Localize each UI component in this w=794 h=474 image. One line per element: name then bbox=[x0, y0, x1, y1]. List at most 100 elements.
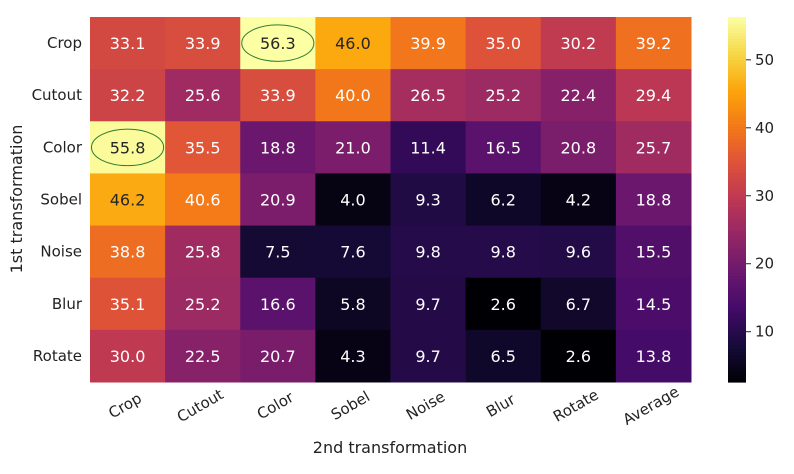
heatmap-cell bbox=[390, 173, 467, 227]
cell-value-label: 39.9 bbox=[410, 34, 446, 53]
x-tick-label: Blur bbox=[483, 390, 519, 421]
colorbar-segment bbox=[728, 366, 746, 371]
y-tick-label: Cutout bbox=[32, 86, 83, 104]
cell-value-label: 7.5 bbox=[265, 243, 290, 262]
heatmap-cell bbox=[165, 69, 241, 122]
colorbar-segment bbox=[728, 190, 746, 195]
colorbar-segment bbox=[728, 239, 746, 243]
heatmap-cell bbox=[240, 277, 316, 331]
colorbar-segment bbox=[728, 50, 746, 55]
cell-value-label: 16.5 bbox=[485, 138, 521, 157]
y-tick-label: Crop bbox=[47, 34, 82, 52]
colorbar-segment bbox=[728, 327, 746, 331]
colorbar-segment bbox=[728, 102, 746, 106]
cell-value-label: 25.2 bbox=[185, 295, 221, 314]
cell-value-label: 6.2 bbox=[490, 191, 515, 210]
heatmap-cell bbox=[615, 121, 692, 174]
heatmap-cell bbox=[165, 121, 241, 174]
heatmap-cell bbox=[615, 69, 692, 122]
heatmap-cell bbox=[540, 17, 617, 70]
colorbar-segment bbox=[728, 357, 746, 362]
colorbar-segment bbox=[728, 99, 746, 103]
colorbar-segment bbox=[728, 269, 746, 274]
heatmap-cell bbox=[390, 329, 467, 383]
heatmap-cell bbox=[540, 277, 617, 331]
colorbar-segment bbox=[728, 74, 746, 79]
heatmap-cell bbox=[90, 329, 166, 383]
colorbar-segment bbox=[728, 351, 746, 356]
cell-value-label: 35.5 bbox=[185, 138, 221, 157]
colorbar-segment bbox=[728, 77, 746, 82]
x-tick-label: Cutout bbox=[174, 385, 227, 426]
colorbar-segment bbox=[728, 68, 746, 73]
heatmap-cell bbox=[615, 277, 692, 331]
colorbar-segment bbox=[728, 245, 746, 249]
heatmap-cell bbox=[465, 173, 542, 227]
colorbar-segment bbox=[728, 93, 746, 97]
colorbar-segment bbox=[728, 278, 746, 283]
cell-value-label: 26.5 bbox=[410, 86, 446, 105]
heatmap-cell bbox=[315, 225, 391, 279]
colorbar-segment bbox=[728, 321, 746, 325]
cell-value-label: 22.4 bbox=[561, 86, 597, 105]
colorbar-segment bbox=[728, 324, 746, 328]
colorbar-segment bbox=[728, 296, 746, 301]
heatmap-cell bbox=[90, 69, 166, 122]
cell-value-label: 40.6 bbox=[185, 191, 221, 210]
heatmap-cell bbox=[465, 69, 542, 122]
colorbar-segment bbox=[728, 193, 746, 198]
cell-value-label: 21.0 bbox=[335, 138, 371, 157]
colorbar-segment bbox=[728, 184, 746, 188]
highlight-markers bbox=[91, 24, 315, 167]
cell-value-label: 2.6 bbox=[566, 347, 591, 366]
cell-value-label: 13.8 bbox=[636, 347, 672, 366]
heatmap-cell bbox=[315, 329, 391, 383]
heatmap-cell bbox=[465, 225, 542, 279]
cell-value-label: 18.8 bbox=[636, 191, 672, 210]
cell-value-label: 15.5 bbox=[636, 243, 672, 262]
colorbar-segment bbox=[728, 62, 746, 67]
colorbar-segment bbox=[728, 181, 746, 185]
x-axis-label: 2nd transformation bbox=[313, 438, 467, 457]
heatmap-cell bbox=[165, 173, 241, 227]
heatmap-cell bbox=[240, 329, 316, 383]
colorbar-segment bbox=[728, 312, 746, 316]
colorbar-segment bbox=[728, 257, 746, 261]
heatmap-cell bbox=[390, 121, 467, 174]
colorbar-segment bbox=[728, 202, 746, 207]
cell-value-label: 32.2 bbox=[110, 86, 146, 105]
cell-value-label: 25.8 bbox=[185, 243, 221, 262]
colorbar-segment bbox=[728, 248, 746, 252]
cell-value-label: 4.0 bbox=[340, 191, 365, 210]
y-axis-label: 1st transformation bbox=[7, 125, 26, 274]
colorbar-segment bbox=[728, 336, 746, 341]
colorbar-segment bbox=[728, 272, 746, 277]
heatmap-cell bbox=[315, 173, 391, 227]
cell-value-label: 30.0 bbox=[110, 347, 146, 366]
colorbar-segment bbox=[728, 114, 746, 118]
colorbar-segment bbox=[728, 214, 746, 219]
cell-value-label: 7.6 bbox=[340, 243, 365, 262]
heatmap-cell bbox=[240, 173, 316, 227]
colorbar-segment bbox=[728, 281, 746, 286]
heatmap-cell bbox=[315, 69, 391, 122]
colorbar bbox=[728, 17, 746, 383]
x-tick-label: Sobel bbox=[328, 387, 373, 423]
colorbar-segment bbox=[728, 226, 746, 231]
cell-value-label: 25.7 bbox=[636, 138, 672, 157]
colorbar-segment bbox=[728, 208, 746, 213]
colorbar-segment bbox=[728, 363, 746, 368]
heatmap-cell bbox=[90, 17, 166, 70]
x-tick-label: Average bbox=[620, 382, 682, 428]
colorbar-segment bbox=[728, 305, 746, 310]
colorbar-segment bbox=[728, 345, 746, 350]
cell-value-label: 6.5 bbox=[490, 347, 515, 366]
colorbar-segment bbox=[728, 333, 746, 337]
cell-value-label: 38.8 bbox=[110, 243, 146, 262]
colorbar-segment bbox=[728, 135, 746, 140]
cell-value-label: 9.8 bbox=[415, 243, 440, 262]
colorbar-segment bbox=[728, 284, 746, 289]
heatmap-cell bbox=[90, 277, 166, 331]
colorbar-segment bbox=[728, 38, 746, 42]
colorbar-tick-label: 10 bbox=[755, 323, 774, 341]
